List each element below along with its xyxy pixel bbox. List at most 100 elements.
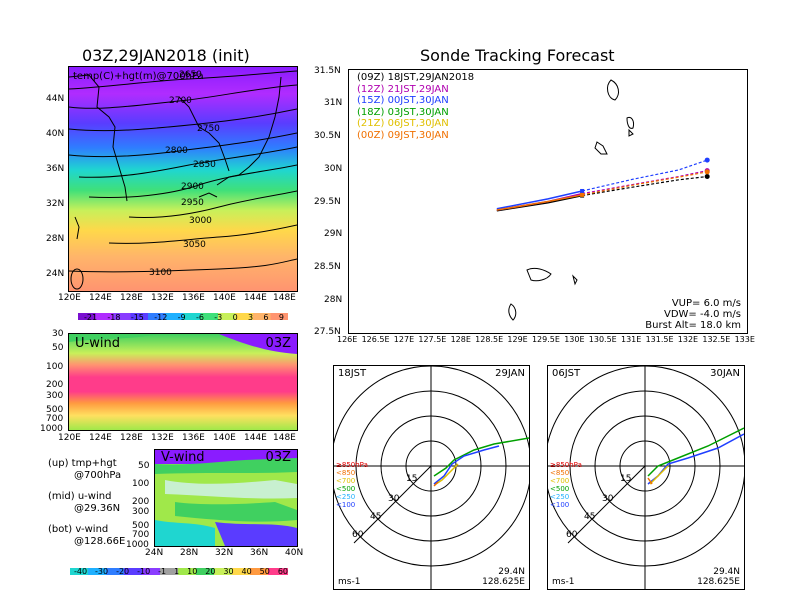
lat-tick: 40N bbox=[285, 548, 304, 558]
lon-tick: 120E bbox=[58, 433, 81, 443]
v-wind-label: V-wind bbox=[161, 450, 205, 465]
colorbar-tick: 10 bbox=[187, 567, 198, 576]
legend-entry: <700 bbox=[550, 477, 570, 485]
legend-entry: (12Z) 21JST,29JAN bbox=[357, 84, 474, 96]
track-plot bbox=[496, 79, 710, 321]
lon-tick: 128E bbox=[120, 293, 143, 303]
island-outlines bbox=[508, 79, 634, 321]
track-line-dashed bbox=[582, 171, 708, 196]
lat-tick: 31.5N bbox=[314, 66, 341, 76]
hodograph-location: 29.4N 128.625E bbox=[697, 567, 740, 587]
ring-label: 45 bbox=[584, 512, 595, 522]
legend-code: (12Z) bbox=[357, 83, 385, 95]
track-line-solid bbox=[496, 190, 583, 210]
lat-tick: 29.5N bbox=[314, 197, 341, 207]
colorbar-tick: 60 bbox=[277, 567, 288, 576]
legend-text: 03JST,30JAN bbox=[387, 106, 449, 118]
track-endpoint bbox=[704, 174, 710, 180]
lat-tick: 40N bbox=[46, 129, 65, 139]
contour-label: 2800 bbox=[165, 146, 188, 156]
track-line-solid bbox=[496, 194, 583, 212]
lon-tick: 126E bbox=[337, 335, 358, 344]
hodograph-lon: 128.625E bbox=[482, 577, 525, 587]
temperature-map: 2650 2700 2750 2800 2850 2900 2950 3000 … bbox=[68, 66, 298, 292]
temperature-map-field: 2650 2700 2750 2800 2850 2900 2950 3000 … bbox=[69, 67, 297, 291]
note-line: @29.36N bbox=[74, 503, 121, 514]
contour-label: 2850 bbox=[193, 160, 216, 170]
lon-tick: 148E bbox=[273, 293, 296, 303]
lon-tick: 132E bbox=[151, 293, 174, 303]
track-line-solid bbox=[496, 194, 583, 211]
colorbar-tick: 9 bbox=[278, 313, 284, 322]
colorbar-tick: 1 bbox=[174, 567, 180, 576]
hodograph-legend: ≥850hPa <850 <700 <500 <250 <100 bbox=[336, 461, 368, 509]
pressure-tick: 50 bbox=[138, 461, 150, 471]
legend-code: (15Z) bbox=[357, 95, 385, 106]
pressure-tick: 200 bbox=[132, 497, 150, 507]
hodograph-location: 29.4N 128.625E bbox=[482, 567, 525, 587]
vdw-value: VDW= -4.0 m/s bbox=[664, 309, 741, 320]
note-line: @700hPa bbox=[74, 470, 122, 481]
lon-tick: 124E bbox=[89, 433, 112, 443]
lat-tick: 44N bbox=[46, 94, 65, 104]
track-lon-ticks: 126E 126.5E 127E 127.5E 128E 128.5E 129E… bbox=[337, 335, 755, 344]
pressure-tick: 300 bbox=[132, 507, 150, 517]
legend-entry: <500 bbox=[336, 485, 356, 493]
colorbar-tick: -10 bbox=[137, 567, 151, 576]
lat-tick: 32N bbox=[215, 548, 234, 558]
hodograph-unit: ms-1 bbox=[552, 577, 575, 587]
lon-tick: 136E bbox=[182, 433, 205, 443]
lat-tick: 24N bbox=[46, 269, 65, 279]
colorbar-tick: -6 bbox=[195, 313, 204, 322]
legend-entry: <250 bbox=[550, 493, 570, 501]
temperature-colorbar-ticks: -21 -18 -15 -12 -9 -6 -3 0 3 6 9 bbox=[84, 313, 284, 322]
colorbar-tick: 30 bbox=[223, 567, 234, 576]
hodograph-date: 29JAN bbox=[495, 368, 525, 379]
track-marker bbox=[580, 188, 585, 193]
track-endpoint bbox=[704, 157, 710, 163]
legend-entry: (09Z) 18JST,29JAN2018 bbox=[357, 72, 474, 84]
hodograph-time: 06JST bbox=[552, 368, 581, 379]
lon-tick: 144E bbox=[244, 293, 267, 303]
lon-tick: 130E bbox=[564, 335, 585, 344]
map-overlay-label: temp(C)+hgt(m)@700hPa bbox=[73, 71, 204, 82]
lat-tick: 28N bbox=[180, 548, 199, 558]
pressure-tick: 200 bbox=[46, 380, 64, 390]
contour-label: 3050 bbox=[183, 240, 206, 250]
legend-entry: <100 bbox=[550, 501, 570, 509]
burst-altitude: Burst Alt= 18.0 km bbox=[645, 320, 741, 331]
right-title: Sonde Tracking Forecast bbox=[420, 46, 615, 65]
pressure-tick: 30 bbox=[52, 329, 64, 339]
hodograph-1-plot: 15 30 45 60 bbox=[334, 366, 529, 589]
track-legend: (09Z) 18JST,29JAN2018 (12Z) 21JST,29JAN … bbox=[357, 72, 474, 141]
lon-tick: 126.5E bbox=[361, 335, 390, 344]
ring-label: 45 bbox=[370, 512, 381, 522]
note-middle: (mid) u-wind @29.36N bbox=[48, 491, 120, 515]
legend-text: 06JST,30JAN bbox=[387, 118, 449, 129]
hodograph-1: 15 30 45 60 18JST 29JAN ≥850hPa <850 <70… bbox=[333, 365, 530, 590]
lat-tick: 36N bbox=[46, 164, 65, 174]
pressure-tick: 500 bbox=[132, 521, 150, 531]
lon-tick: 130.5E bbox=[588, 335, 617, 344]
lat-tick: 24N bbox=[145, 548, 164, 558]
colorbar-tick: -3 bbox=[214, 313, 223, 322]
colorbar-tick: -9 bbox=[177, 313, 186, 322]
colorbar-tick: 50 bbox=[259, 567, 270, 576]
temperature-colorbar bbox=[78, 305, 288, 320]
lon-tick: 127E bbox=[393, 335, 415, 344]
lat-tick: 28.5N bbox=[314, 262, 341, 272]
contour-labels: 2650 2700 2750 2800 2850 2900 2950 3000 … bbox=[149, 70, 220, 278]
legend-entry: <850 bbox=[336, 469, 356, 477]
lon-tick: 128E bbox=[450, 335, 471, 344]
lon-tick: 124E bbox=[89, 293, 112, 303]
legend-entry: ≥850hPa bbox=[336, 461, 368, 469]
colorbar-tick: -30 bbox=[95, 567, 109, 576]
lon-tick: 132.5E bbox=[702, 335, 731, 344]
ring-label: 60 bbox=[566, 530, 578, 540]
left-title: 03Z,29JAN2018 (init) bbox=[82, 46, 250, 65]
contour-label: 2950 bbox=[181, 198, 204, 208]
legend-entry: ≥850hPa bbox=[550, 461, 582, 469]
hodograph-lat: 29.4N bbox=[713, 567, 740, 577]
lon-tick: 128.5E bbox=[475, 335, 504, 344]
wind-colorbar-ticks: -40 -30 -20 -10 -1 1 10 20 30 40 50 60 bbox=[74, 567, 288, 576]
